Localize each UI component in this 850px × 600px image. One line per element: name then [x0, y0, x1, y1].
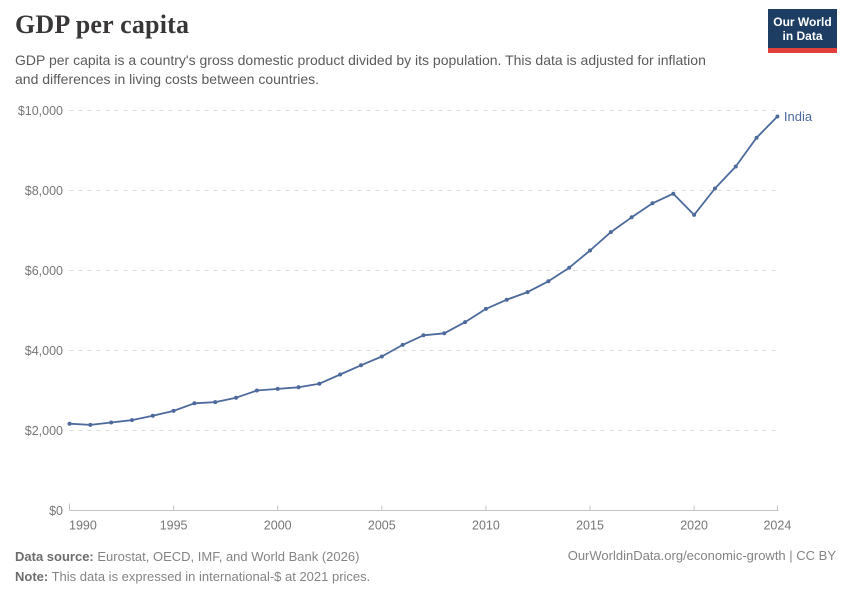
data-point: [358, 363, 363, 368]
data-point: [213, 400, 218, 405]
data-point: [588, 248, 593, 253]
data-point: [254, 388, 259, 393]
y-tick-label: $8,000: [25, 184, 63, 198]
owid-logo: Our World in Data: [768, 9, 837, 53]
y-tick-label: $0: [49, 504, 63, 518]
y-tick-label: $4,000: [25, 344, 63, 358]
chart-subtitle: GDP per capita is a country's gross dome…: [15, 52, 706, 87]
series-end-label: India: [784, 109, 813, 124]
data-point: [129, 418, 134, 423]
data-point: [671, 191, 676, 196]
x-tick-label: 2010: [472, 519, 500, 533]
data-point: [629, 215, 634, 220]
x-tick-label: 2015: [576, 519, 604, 533]
data-point: [546, 279, 551, 284]
owid-logo-line2: in Data: [782, 28, 823, 43]
data-point: [171, 408, 176, 413]
data-point: [525, 290, 530, 295]
x-tick-label: 1990: [69, 519, 97, 533]
data-point: [400, 342, 405, 347]
data-point: [275, 386, 280, 391]
data-point: [296, 385, 301, 390]
note-line: Note: This data is expressed in internat…: [15, 567, 370, 587]
x-tick-label: 2000: [264, 519, 292, 533]
data-point: [504, 297, 509, 302]
owid-logo-line1: Our World: [773, 14, 832, 29]
data-source-label: Data source:: [15, 549, 94, 564]
data-point: [67, 421, 72, 426]
data-point: [234, 395, 239, 400]
data-point: [608, 230, 613, 235]
y-tick-label: $10,000: [18, 104, 63, 118]
data-source-text: Eurostat, OECD, IMF, and World Bank (202…: [93, 549, 360, 564]
data-point: [712, 186, 717, 191]
data-point: [379, 354, 384, 359]
data-point: [463, 320, 468, 325]
data-point: [421, 333, 426, 338]
data-point: [754, 135, 759, 140]
data-point: [442, 331, 447, 336]
data-point: [692, 212, 697, 217]
note-label: Note:: [15, 568, 49, 584]
data-point: [483, 306, 488, 311]
data-source-line: Data source: Eurostat, OECD, IMF, and Wo…: [15, 547, 370, 567]
data-point: [567, 265, 572, 270]
data-point: [109, 420, 114, 425]
x-tick-label: 2020: [680, 519, 708, 533]
data-point: [317, 381, 322, 386]
data-point: [338, 372, 343, 377]
data-point: [150, 413, 155, 418]
note-text: This data is expressed in international-…: [48, 568, 371, 584]
attribution-link: OurWorldinData.org/economic-growth | CC …: [567, 548, 836, 563]
y-tick-label: $6,000: [25, 264, 63, 278]
data-point: [88, 422, 93, 427]
x-tick-label: 2005: [368, 519, 396, 533]
data-point: [192, 401, 197, 406]
page-title: GDP per capita: [15, 10, 190, 39]
x-tick-label: 2024: [763, 519, 791, 533]
footer-notes: Data source: Eurostat, OECD, IMF, and Wo…: [15, 547, 370, 586]
data-point: [775, 114, 780, 119]
y-tick-label: $2,000: [25, 424, 63, 438]
data-point: [650, 201, 655, 206]
x-tick-label: 1995: [160, 519, 188, 533]
data-point: [733, 164, 738, 169]
